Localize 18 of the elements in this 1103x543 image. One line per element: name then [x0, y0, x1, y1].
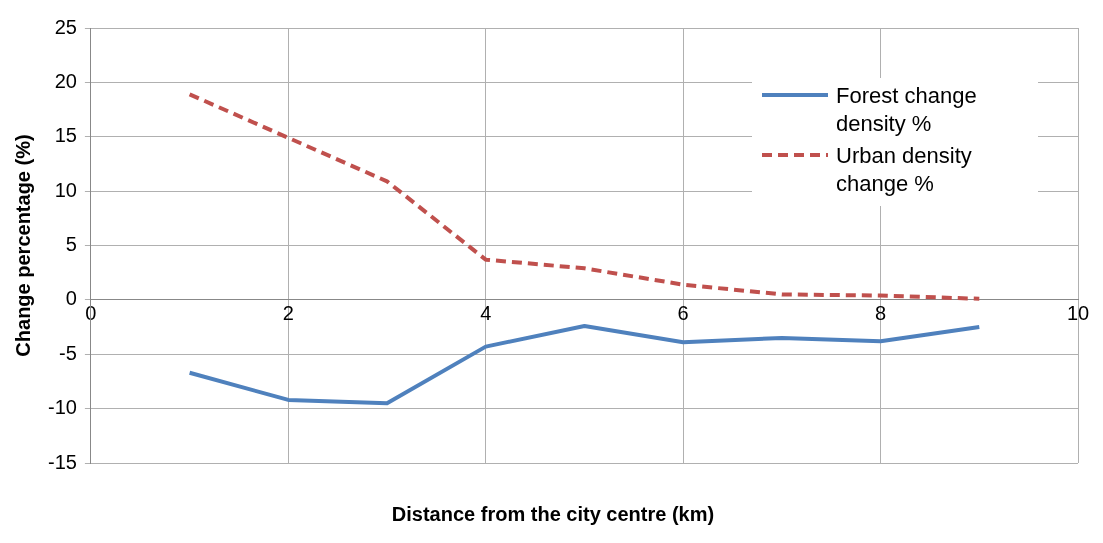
y-tick-label: 25	[54, 15, 77, 38]
y-axis-title: Change percentage (%)	[11, 134, 34, 357]
x-tick-label: 8	[875, 302, 887, 325]
y-tick-label: -15	[48, 450, 77, 473]
legend-label: Urban density change %	[836, 142, 973, 198]
x-tick-label: 2	[282, 302, 294, 325]
y-tick-label: 10	[54, 178, 77, 201]
y-tick-label: 0	[65, 287, 77, 310]
y-tick-label: -10	[48, 396, 77, 419]
x-tick-label: 10	[1066, 302, 1090, 325]
x-tick-label: 4	[480, 302, 492, 325]
y-tick-label: 5	[65, 233, 77, 256]
legend-label: Forest change density %	[836, 82, 978, 138]
y-tick-label: -5	[59, 341, 77, 364]
y-tick-label: 20	[54, 69, 77, 92]
x-tick-label: 6	[677, 302, 689, 325]
y-tick-label: 15	[54, 124, 77, 147]
x-axis-title: Distance from the city centre (km)	[390, 503, 716, 526]
